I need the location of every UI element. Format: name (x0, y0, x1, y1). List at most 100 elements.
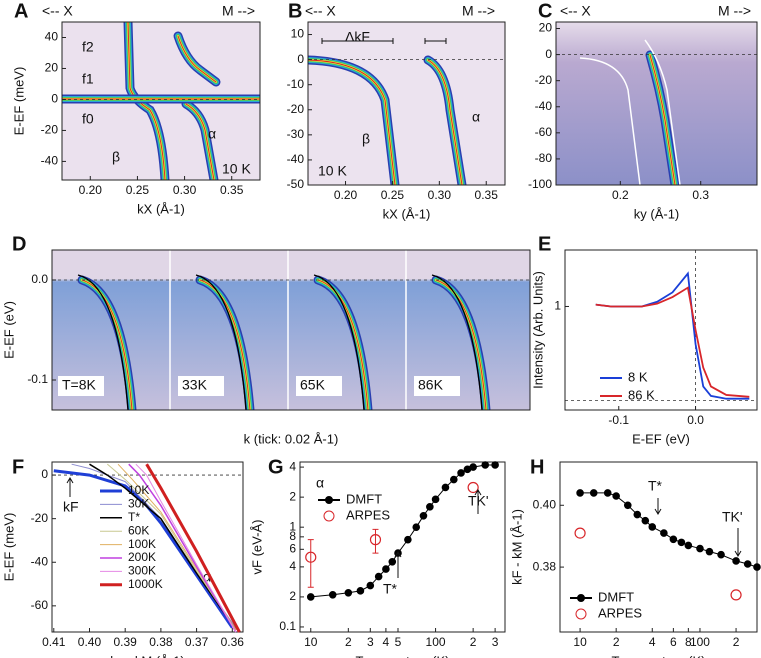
heatmap-bands (77, 250, 491, 410)
intensity-band (308, 59, 396, 185)
heatmap-bands (308, 55, 467, 185)
x-tick-label: 10 (573, 635, 587, 649)
annotation: M --> (222, 3, 255, 19)
legend-label: 8 K (628, 369, 648, 384)
intensity-band (177, 35, 217, 83)
data-point (412, 523, 421, 531)
plot-frame (299, 461, 506, 633)
y-tick-label: -20 (41, 123, 59, 137)
x-tick-label: 2 (733, 635, 740, 649)
series-line (310, 464, 496, 598)
data-point (356, 587, 365, 595)
y-tick-label: 1 (554, 299, 561, 313)
x-tick-label: 3 (492, 635, 499, 649)
heatmap-background (308, 22, 505, 185)
legend-label: DMFT (346, 491, 382, 506)
data-point (481, 461, 490, 469)
data-point (589, 489, 598, 497)
x-tick-label: 0.25 (381, 188, 405, 202)
plot-frame (559, 461, 758, 633)
y-tick-label: 4 (289, 459, 296, 473)
data-point (705, 547, 714, 556)
x-tick-label: 100 (690, 635, 710, 649)
panel-letter: F (12, 456, 24, 478)
data-point (612, 492, 620, 500)
y-tick-label: -20 (287, 102, 305, 116)
model-line (431, 274, 483, 410)
legend-label: ARPES (598, 605, 642, 620)
plot-frame (51, 249, 531, 411)
y-tick-label: 2 (289, 589, 296, 603)
panel-letter: H (530, 456, 544, 478)
x-axis-label: k (tick: 0.02 Å-1) (244, 431, 339, 446)
x-tick-label: 0.2 (612, 188, 629, 202)
series-line (89, 463, 237, 631)
x-tick-label: 0.35 (475, 188, 499, 202)
data-point (623, 501, 632, 510)
x-axis-label: ky (Å-1) (634, 206, 680, 221)
data-point (469, 463, 477, 471)
annotation: TK' (722, 509, 743, 525)
panel-letter: D (12, 233, 26, 255)
panel: G0.1246812410234510023Temperature (K)vF … (249, 456, 506, 658)
panel-letter: B (288, 0, 302, 22)
x-tick-label: 0.25 (126, 183, 150, 197)
data-point (374, 572, 383, 581)
data-point (669, 535, 678, 544)
y-tick-label: -60 (31, 598, 49, 612)
annotation: α (203, 569, 211, 585)
legend-label: 10K (128, 483, 149, 497)
x-tick-label: 100 (426, 635, 446, 649)
data-point (696, 544, 704, 553)
y-axis-label: E-EF (meV) (11, 67, 26, 136)
y-tick-label: 0.1 (279, 619, 296, 633)
x-axis-label: Temperature (K) (356, 653, 450, 658)
x-tick-label: 8 (685, 635, 692, 649)
x-tick-label: 0.0 (687, 413, 704, 427)
intensity-band (427, 59, 463, 185)
x-tick-label: 0.30 (428, 188, 452, 202)
y-tick-label: -0.1 (27, 372, 48, 386)
x-tick-label: 2 (470, 635, 477, 649)
data-point (404, 535, 412, 544)
data-point (441, 483, 450, 492)
data-point (344, 588, 353, 597)
data-point (574, 527, 586, 539)
arrow (394, 489, 482, 578)
plot-frame (564, 249, 758, 411)
panel: F 0 -20 -40 -60 0.41 0.40 0.39 0.38 0.37 0.36 ky - … (1, 456, 244, 658)
legend-label: 60K (128, 523, 149, 537)
x-tick-label: 0.41 (42, 635, 66, 649)
x-tick-label: 2 (345, 635, 352, 649)
y-tick-label: 0 (297, 52, 304, 66)
y-tick-label: -40 (535, 99, 553, 113)
x-tick-label: 0.3 (692, 188, 709, 202)
data-point (717, 550, 725, 559)
annotation: α (472, 109, 480, 125)
data-point (491, 461, 499, 469)
annotation: 10 K (318, 163, 347, 179)
data-point (467, 481, 479, 494)
panel: E 1 -0.1 0.0 E-EF (eV) Intensity (Arb. Units)… (530, 233, 758, 446)
x-axis-label: Temperature (K) (612, 653, 706, 658)
legend-marker (575, 608, 587, 620)
data-point (328, 591, 337, 599)
series-line (580, 492, 758, 568)
panel-letter: E (538, 233, 551, 255)
y-tick-label: -20 (535, 73, 553, 87)
data-point (730, 589, 742, 601)
heatmap-background (556, 22, 757, 185)
x-tick-label: 0.37 (185, 635, 209, 649)
annotation: f2 (82, 39, 94, 55)
annotation: 65K (300, 377, 326, 393)
x-tick-label: 4 (383, 635, 390, 649)
model-line (644, 39, 681, 185)
intensity-band (185, 103, 215, 180)
x-tick-label: 0.20 (79, 183, 103, 197)
annotation: α (208, 126, 216, 142)
annotation: 33K (182, 377, 208, 393)
panel: A 40 20 0 -20 -40 0.20 0.25 0.30 0.35 kX (Å-1) E-EF… (11, 0, 261, 216)
annotation: ΔkF (345, 29, 370, 45)
legend-label: T* (128, 510, 140, 524)
intensity-band (127, 22, 166, 180)
